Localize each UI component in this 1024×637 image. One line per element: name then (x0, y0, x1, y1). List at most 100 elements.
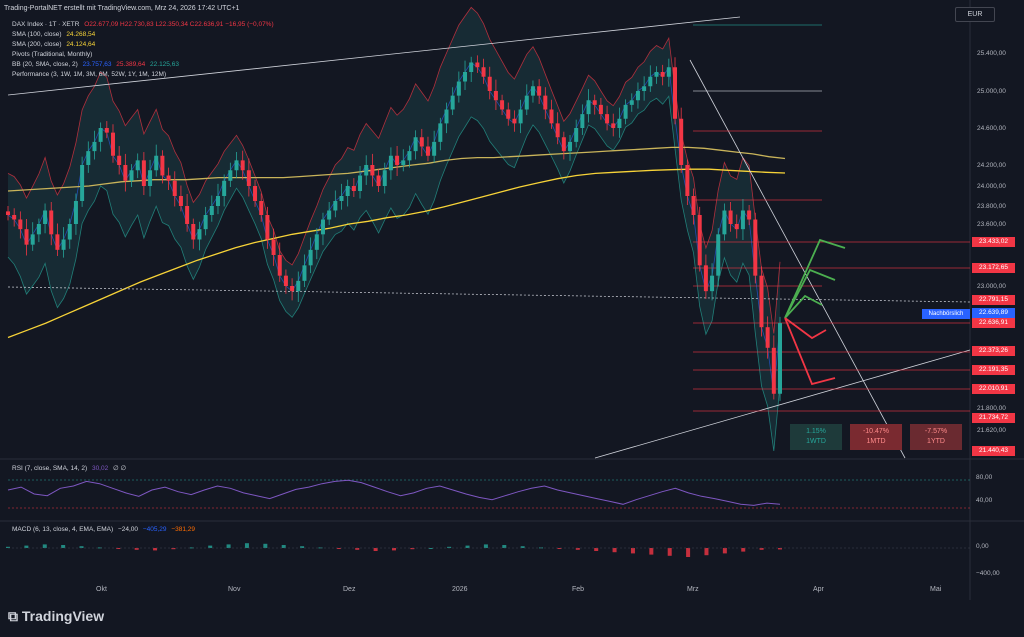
legend-bb-basis: 23.757,63 (82, 61, 112, 68)
macd-hist-bar-41 (759, 548, 764, 550)
sma200-line (7, 168, 786, 339)
month-okt: Okt (96, 586, 107, 593)
candle-body-43 (271, 239, 276, 255)
legend-ohlc: O22.677,09 H22.730,83 L22.350,34 C22.636… (84, 21, 274, 28)
month-mai: Mai (930, 586, 942, 593)
candle-body-21 (135, 160, 140, 171)
candle-body-109 (679, 118, 684, 165)
macd-hist-bar-13 (244, 543, 249, 548)
candle-body-107 (666, 67, 671, 77)
candle-body-73 (456, 81, 461, 96)
macd-hist-bar-10 (189, 547, 194, 549)
price-label-5: 22.373,26 (972, 346, 1015, 356)
macd-hist-bar-11 (208, 545, 213, 548)
candle-body-33 (209, 206, 214, 215)
macd-hist-bar-14 (263, 543, 268, 548)
candle-body-20 (129, 170, 134, 181)
candle-body-74 (463, 72, 468, 82)
candle-body-123 (765, 327, 770, 348)
candle-body-27 (172, 180, 177, 196)
candle-body-22 (141, 160, 146, 186)
candle-body-8 (55, 234, 60, 250)
candle-body-30 (191, 224, 196, 240)
macd-hist-bar-26 (483, 544, 488, 548)
candle-body-64 (401, 160, 406, 165)
macd-hist-bar-20 (373, 548, 378, 551)
candle-body-48 (302, 265, 307, 281)
candle-body-116 (722, 210, 727, 235)
candle-body-113 (703, 265, 708, 292)
rsi-legend[interactable]: RSI (7, close, SMA, 14, 2) 30,02 ∅ ∅ (12, 464, 126, 472)
rsi-tick-40: 40,00 (976, 497, 993, 504)
candle-body-6 (43, 210, 48, 224)
macd-value: −405,29 (142, 526, 167, 533)
legend-sma200-row[interactable]: SMA (200, close) 24.124,64 (12, 41, 95, 49)
y-tick-2: 24.600,00 (977, 125, 1006, 132)
macd-hist-bar-9 (171, 548, 176, 550)
perf-1mtd-period: 1MTD (866, 438, 886, 445)
price-label-1: 23.172,65 (972, 263, 1015, 273)
author-line: Trading-PortalNET erstellt mit TradingVi… (4, 5, 240, 12)
macd-legend[interactable]: MACD (6, 13, close, 4, EMA, EMA) −24,00 … (12, 526, 195, 533)
sma100-line (7, 146, 786, 192)
candle-body-95 (592, 100, 597, 105)
candle-body-60 (376, 175, 381, 186)
macd-label: MACD (6, 13, close, 4, EMA, EMA) (12, 526, 114, 533)
candle-body-7 (49, 210, 54, 235)
candle-body-124 (771, 347, 776, 394)
price-label-4: 22.636,91 (972, 318, 1015, 328)
candle-body-56 (351, 186, 356, 191)
candle-body-42 (265, 215, 270, 240)
candle-body-99 (617, 118, 622, 128)
bollinger-upper-line (7, 6, 781, 334)
legend-symbol-row[interactable]: DAX Index · 1T · XETR O22.677,09 H22.730… (12, 21, 274, 29)
macd-hist-bar-18 (336, 548, 341, 549)
candle-body-82 (512, 118, 517, 124)
price-label-9: 21.440,43 (972, 446, 1015, 456)
candle-body-81 (506, 109, 511, 119)
candle-body-70 (438, 123, 443, 142)
macd-hist-bar-22 (410, 548, 415, 550)
candle-body-103 (642, 86, 647, 91)
candle-body-2 (18, 219, 23, 230)
perf-box-1wtd: 1.15% 1WTD (790, 424, 842, 450)
candle-body-61 (382, 170, 387, 186)
legend-sma100-row[interactable]: SMA (100, close) 24.268,54 (12, 31, 95, 39)
candle-body-28 (178, 196, 183, 206)
month-mrz: Mrz (687, 586, 699, 593)
legend-bb-row[interactable]: BB (20, SMA, close, 2) 23.757,63 25.389,… (12, 61, 179, 69)
candle-body-75 (469, 62, 474, 72)
currency-button[interactable]: EUR (955, 7, 995, 22)
candle-body-93 (580, 114, 585, 128)
candle-body-24 (154, 155, 159, 171)
bollinger-band-fill (8, 7, 780, 452)
candle-body-55 (345, 186, 350, 196)
price-label-3: 22.639,89 (972, 308, 1015, 318)
tradingview-logo[interactable]: ⧉ TradingView (8, 608, 104, 625)
macd-tick-0: 0,00 (976, 543, 989, 550)
macd-hist-bar-12 (226, 544, 231, 548)
candle-body-83 (518, 109, 523, 124)
y-tick-0: 25.400,00 (977, 50, 1006, 57)
price-label-7: 22.010,91 (972, 384, 1015, 394)
candle-body-11 (73, 201, 78, 224)
candle-body-112 (697, 215, 702, 266)
candle-body-62 (388, 155, 393, 171)
candle-body-80 (500, 100, 505, 110)
trendline-down (689, 59, 906, 459)
candle-body-4 (30, 234, 35, 245)
macd-hist-bar-0 (6, 546, 10, 548)
candle-body-17 (110, 132, 115, 156)
bollinger-lower-line (7, 95, 781, 452)
candle-body-63 (395, 155, 400, 165)
rsi-label: RSI (7, close, SMA, 14, 2) (12, 465, 88, 472)
macd-hist-bar-37 (686, 548, 691, 557)
legend-performance-row[interactable]: Performance (3, 1W, 1M, 3M, 6M, 52W, 1Y,… (12, 71, 166, 79)
trendline-upper (7, 16, 741, 96)
candle-body-12 (80, 165, 85, 201)
legend-bb-lower: 22.125,63 (150, 61, 179, 68)
rsi-extra: ∅ ∅ (113, 465, 127, 472)
month-feb: Feb (572, 586, 585, 593)
legend-pivots-row[interactable]: Pivots (Traditional, Monthly) (12, 51, 92, 59)
